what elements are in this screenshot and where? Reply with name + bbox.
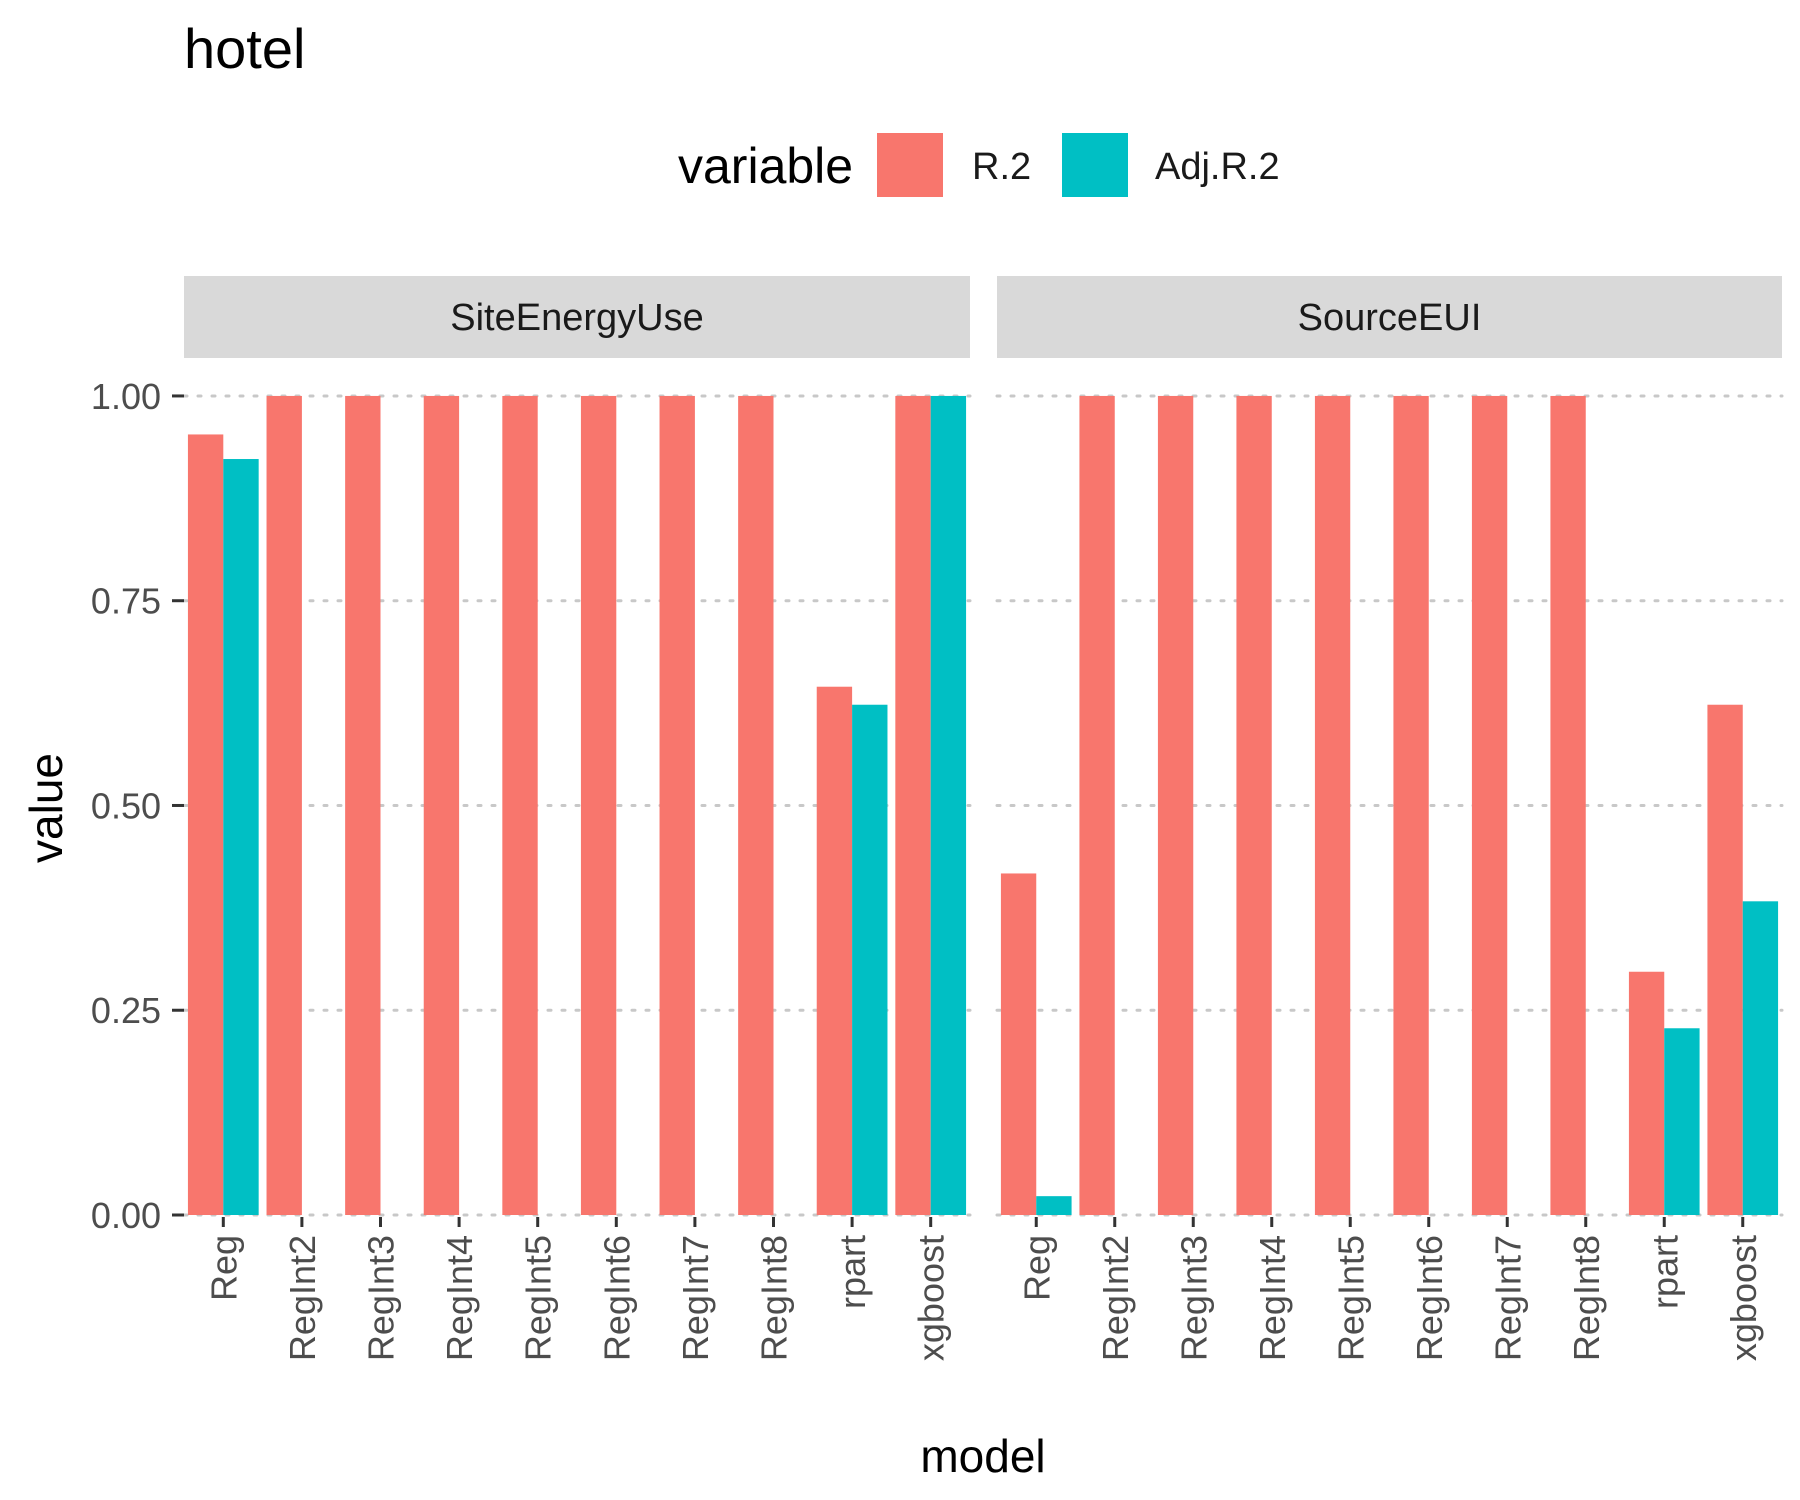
bar-sourceeui-regint3-r-2 <box>1157 395 1194 1215</box>
strip-siteenergyuse <box>184 276 970 358</box>
strip-sourceeui <box>997 276 1782 358</box>
bar-siteenergyuse-rpart-r-2 <box>816 686 853 1215</box>
bar-siteenergyuse-reg-adj-r-2 <box>223 459 259 1215</box>
strip-label-sourceeui: SourceEUI <box>1298 297 1482 339</box>
x-tick-label-sourceeui-xgboost: xgboost <box>1723 1235 1764 1361</box>
x-tick-label-sourceeui-regint8: RegInt8 <box>1566 1235 1607 1361</box>
bar-siteenergyuse-xgboost-r-2 <box>895 395 931 1215</box>
bar-sourceeui-regint2-r-2 <box>1079 395 1115 1215</box>
legend-label-r2: R.2 <box>972 146 1031 188</box>
y-axis: 0.00 0.25 0.50 0.75 1.00 <box>91 376 184 1236</box>
x-tick-label-siteenergyuse-regint7: RegInt7 <box>675 1235 716 1361</box>
bar-sourceeui-regint5-r-2 <box>1314 395 1351 1215</box>
x-tick-label-siteenergyuse-regint4: RegInt4 <box>439 1235 480 1361</box>
panel-siteenergyuse: SiteEnergyUse Reg RegInt2 RegInt3 RegInt4 Reg… <box>182 276 972 1361</box>
bar-siteenergyuse-reg-r-2 <box>187 434 224 1215</box>
bar-sourceeui-reg-adj-r-2 <box>1036 1196 1072 1215</box>
x-tick-label-sourceeui-regint2: RegInt2 <box>1095 1235 1136 1361</box>
bar-sourceeui-regint6-r-2 <box>1393 395 1429 1215</box>
x-tick-label-siteenergyuse-regint8: RegInt8 <box>754 1235 795 1361</box>
bar-siteenergyuse-regint3-r-2 <box>345 395 381 1215</box>
y-tick-label-0-50: 0.50 <box>91 785 161 826</box>
x-tick-label-siteenergyuse-regint6: RegInt6 <box>596 1235 637 1361</box>
y-tick-label-1-00: 1.00 <box>91 376 161 417</box>
panel-sourceeui: SourceEUI Reg RegInt2 RegInt3 RegInt4 RegInt5… <box>995 276 1784 1361</box>
bar-sourceeui-regint7-r-2 <box>1471 395 1508 1215</box>
x-tick-label-siteenergyuse-regint5: RegInt5 <box>518 1235 559 1361</box>
legend: variable R.2 Adj.R.2 <box>678 133 1280 197</box>
x-tick-label-siteenergyuse-reg: Reg <box>203 1235 244 1301</box>
y-tick-label-0-75: 0.75 <box>91 581 161 622</box>
x-tick-label-sourceeui-rpart: rpart <box>1644 1235 1685 1309</box>
bar-sourceeui-rpart-r-2 <box>1628 971 1665 1215</box>
y-tick-label-0-00: 0.00 <box>91 1195 161 1236</box>
x-tick-label-siteenergyuse-rpart: rpart <box>832 1235 873 1309</box>
bar-siteenergyuse-xgboost-adj-r-2 <box>930 395 967 1215</box>
x-tick-label-sourceeui-regint4: RegInt4 <box>1252 1235 1293 1361</box>
legend-key-r2 <box>877 133 943 197</box>
bar-siteenergyuse-regint2-r-2 <box>266 395 302 1215</box>
bar-siteenergyuse-regint5-r-2 <box>502 395 538 1215</box>
bar-sourceeui-reg-r-2 <box>1000 873 1037 1215</box>
bar-sourceeui-rpart-adj-r-2 <box>1664 1028 1700 1215</box>
x-tick-label-siteenergyuse-regint2: RegInt2 <box>282 1235 323 1361</box>
strip-label-siteenergyuse: SiteEnergyUse <box>450 297 703 339</box>
bar-siteenergyuse-regint4-r-2 <box>423 395 460 1215</box>
bar-siteenergyuse-regint7-r-2 <box>659 395 695 1215</box>
chart-title: hotel <box>184 17 305 80</box>
bar-sourceeui-xgboost-r-2 <box>1707 704 1743 1215</box>
y-tick-label-0-25: 0.25 <box>91 990 161 1031</box>
x-tick-label-sourceeui-regint7: RegInt7 <box>1487 1235 1528 1361</box>
x-tick-label-sourceeui-regint3: RegInt3 <box>1173 1235 1214 1361</box>
x-tick-label-siteenergyuse-regint3: RegInt3 <box>361 1235 402 1361</box>
bar-siteenergyuse-regint8-r-2 <box>738 395 774 1215</box>
legend-key-adj-r2 <box>1062 133 1128 197</box>
facet-panels: SiteEnergyUse Reg RegInt2 RegInt3 RegInt4 Reg… <box>182 276 1784 1361</box>
bar-siteenergyuse-regint6-r-2 <box>580 395 617 1215</box>
x-tick-label-siteenergyuse-xgboost: xgboost <box>911 1235 952 1361</box>
bar-sourceeui-xgboost-adj-r-2 <box>1742 901 1779 1215</box>
x-tick-label-sourceeui-reg: Reg <box>1016 1235 1057 1301</box>
y-axis-title: value <box>20 753 72 863</box>
bar-siteenergyuse-rpart-adj-r-2 <box>852 704 888 1215</box>
legend-title: variable <box>678 138 853 194</box>
bar-sourceeui-regint8-r-2 <box>1550 395 1586 1215</box>
x-tick-label-sourceeui-regint6: RegInt6 <box>1409 1235 1450 1361</box>
bar-sourceeui-regint4-r-2 <box>1236 395 1272 1215</box>
x-tick-label-sourceeui-regint5: RegInt5 <box>1330 1235 1371 1361</box>
x-axis-title: model <box>920 1430 1045 1482</box>
legend-label-adj-r2: Adj.R.2 <box>1155 146 1280 188</box>
